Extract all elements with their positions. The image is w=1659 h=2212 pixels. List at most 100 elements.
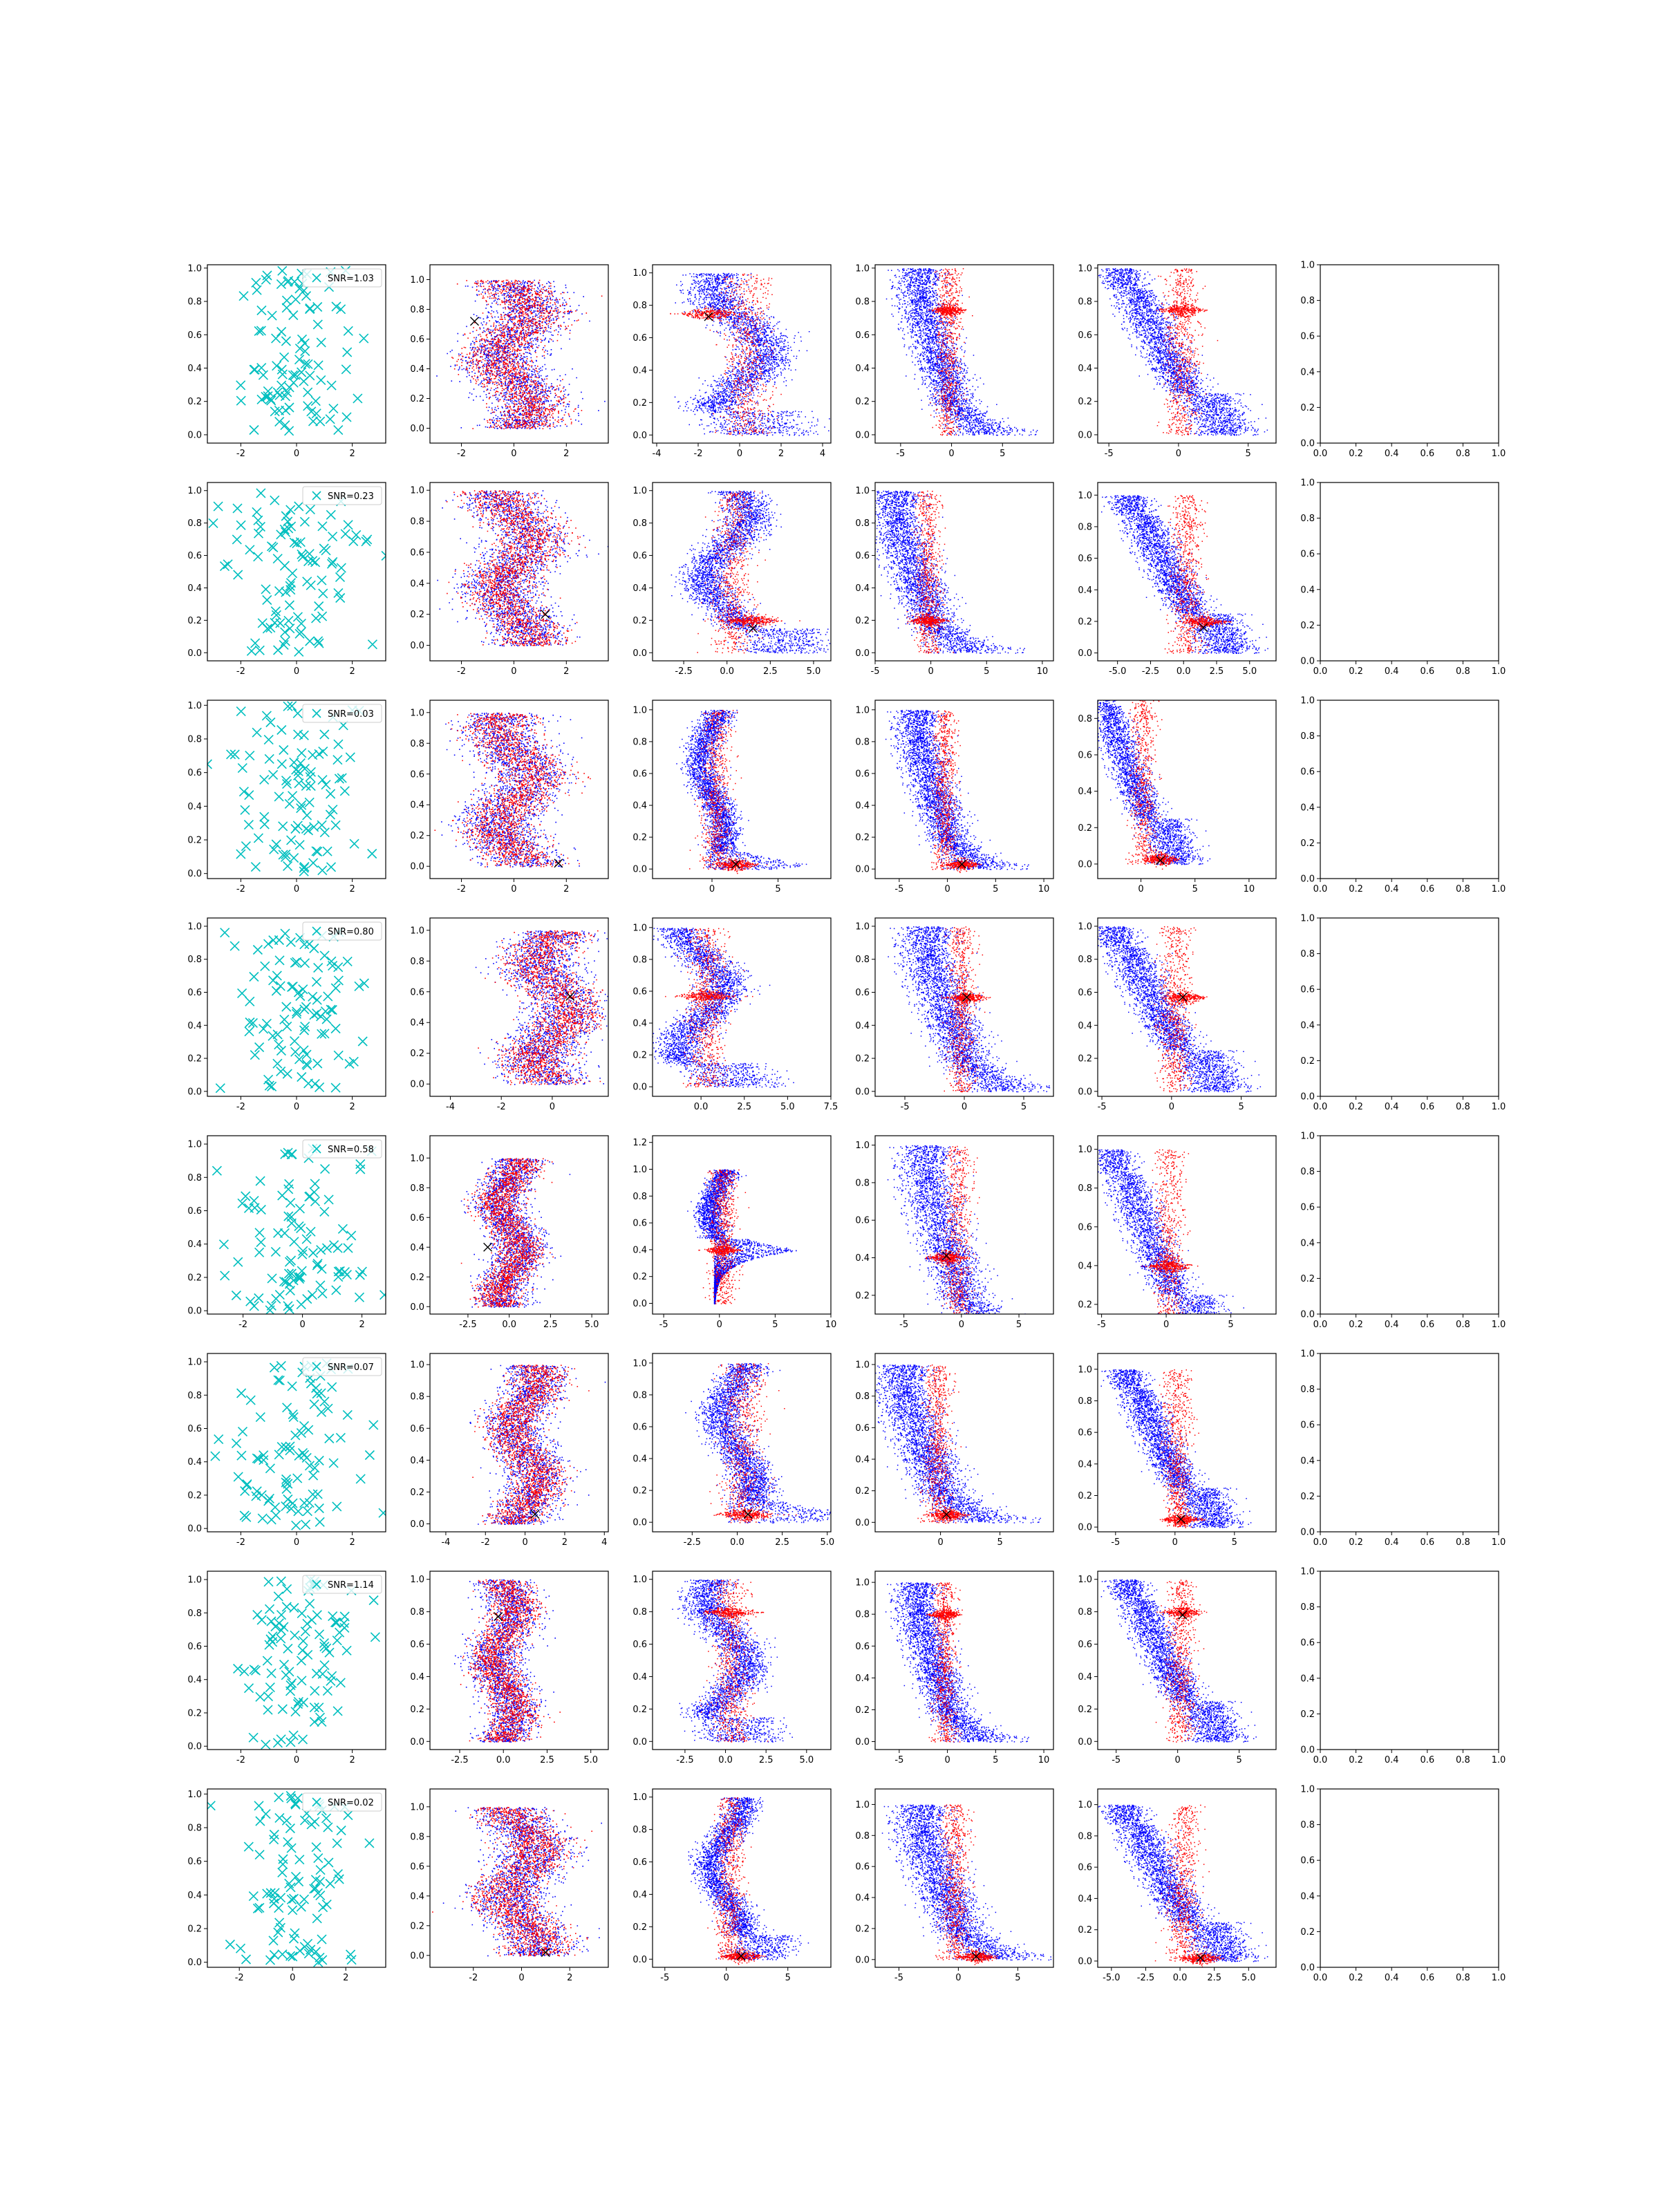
y-tick-label: 0.6	[632, 1640, 647, 1650]
y-tick-label: 0.2	[1300, 1927, 1315, 1938]
y-tick-label: 0.0	[1078, 430, 1092, 440]
x-tick-label: 5.0	[799, 1755, 814, 1765]
blue-series-points	[644, 928, 794, 1088]
x-tick-label: -4	[441, 1537, 450, 1548]
y-tick-label: 1.0	[1078, 1800, 1092, 1810]
y-tick-label: 0.6	[1300, 332, 1315, 342]
y-tick-label: 0.6	[1300, 1421, 1315, 1431]
y-tick-label: 0.2	[1300, 403, 1315, 413]
y-tick-label: 0.0	[187, 1742, 202, 1752]
y-tick-label: 0.6	[410, 1862, 424, 1872]
axes-frame	[207, 700, 386, 879]
panel-r6-c0: -2 0 20.00.20.40.60.81.0 SNR=1.14	[187, 1571, 386, 1765]
y-tick-label: 0.4	[1300, 1674, 1315, 1684]
y-tick-label: 0.2	[1078, 617, 1092, 627]
blue-series-points	[885, 710, 1029, 870]
y-tick-label: 1.0	[410, 1802, 424, 1812]
x-tick-label: 2	[562, 1537, 568, 1548]
x-tick-label: 7.5	[824, 1102, 838, 1112]
blue-series	[888, 926, 1065, 1092]
y-tick-label: 0.6	[1078, 988, 1092, 998]
y-tick-label: 0.6	[410, 335, 424, 345]
y-tick-label: 0.0	[1300, 1963, 1315, 1974]
x-tick-label: 0.4	[1385, 1973, 1399, 1983]
y-tick-label: 0.0	[855, 648, 870, 659]
blue-series	[859, 491, 1025, 654]
red-series	[1143, 1369, 1206, 1528]
blue-series	[864, 1365, 1041, 1524]
x-tick-label: -2	[236, 1537, 245, 1548]
x-tick-label: 0.8	[1456, 1755, 1470, 1765]
x-scatter-markers	[216, 928, 368, 1093]
y-tick-label: 1.0	[187, 921, 202, 932]
plot-area	[432, 1807, 602, 1957]
plot-area	[429, 280, 606, 429]
y-tick-label: 1.0	[410, 926, 424, 936]
x-tick-label: 1.0	[1492, 884, 1506, 894]
y-tick-label: 1.0	[855, 705, 870, 715]
axes-frame	[430, 482, 608, 661]
axes-frame	[875, 482, 1053, 661]
y-tick-label: 0.8	[1078, 955, 1092, 965]
x-tick-label: 0.6	[1420, 666, 1434, 677]
y-tick-label: 0.2	[410, 1273, 424, 1283]
y-tick-label: 0.8	[855, 955, 870, 965]
plot-area	[685, 1363, 865, 1524]
blue-series-points	[885, 1582, 1029, 1743]
panel-r3-c1: -4 -2 00.00.20.40.60.81.0	[410, 918, 633, 1112]
legend: SNR=0.80	[303, 922, 382, 940]
y-tick-label: 0.4	[855, 1253, 870, 1264]
y-tick-label: 0.8	[632, 737, 647, 747]
x-tick-label: 0	[294, 666, 299, 677]
x-tick-label: -2	[236, 666, 245, 677]
red-series	[460, 1580, 561, 1743]
y-tick-label: 0.8	[187, 1823, 202, 1833]
x-tick-label: 5	[1016, 1320, 1022, 1330]
plot-area	[676, 710, 807, 874]
y-tick-label: 0.8	[855, 1831, 870, 1841]
x-tick-label: 0.8	[1456, 449, 1470, 459]
x-tick-label: 1.0	[1492, 1973, 1506, 1983]
y-tick-label: 1.0	[855, 1578, 870, 1588]
y-tick-label: 1.0	[1300, 1132, 1315, 1142]
blue-series-points	[675, 273, 830, 436]
panel-r7-c4: -5.0 -2.5 0.0 2.5 5.00.00.20.40.60.81.0	[1078, 1789, 1276, 1983]
panel-r2-c2: 0 50.00.20.40.60.81.0	[632, 700, 831, 894]
legend: SNR=0.02	[303, 1793, 382, 1811]
y-tick-label: 0.6	[855, 551, 870, 561]
y-tick-label: 0.4	[855, 801, 870, 812]
blue-series	[685, 1363, 865, 1524]
x-tick-label: 0.6	[1420, 1102, 1434, 1112]
panel-r7-c1: -2 0 20.00.20.40.60.81.0	[410, 1789, 608, 1983]
x-tick-label: 0.8	[1456, 884, 1470, 894]
legend: SNR=0.58	[303, 1140, 382, 1158]
axes-frame	[875, 1353, 1053, 1532]
axes-frame	[1320, 1789, 1499, 1967]
x-scatter	[189, 1144, 388, 1315]
y-tick-label: 0.2	[1300, 1492, 1315, 1502]
x-tick-label: 4	[820, 449, 825, 459]
panel-r5-c4: -5 0 50.00.20.40.60.81.0	[1078, 1353, 1276, 1548]
y-tick-label: 0.0	[855, 1737, 870, 1747]
axes-frame	[653, 1136, 831, 1314]
x-tick-label: 10	[1244, 884, 1255, 894]
plot-area	[859, 491, 1025, 654]
x-tick-label: 2	[567, 1973, 572, 1983]
y-tick-label: 0.0	[632, 1299, 647, 1309]
x-tick-label: 1.0	[1492, 1537, 1506, 1548]
x-tick-label: -5	[659, 1320, 668, 1330]
y-tick-label: 0.8	[187, 1391, 202, 1401]
panel-r6-c3: -5 0 5 100.00.20.40.60.81.0	[855, 1571, 1053, 1765]
y-tick-label: 0.2	[632, 1922, 647, 1933]
y-tick-label: 0.0	[187, 1958, 202, 1968]
x-scatter-markers	[209, 489, 391, 657]
plot-area	[435, 713, 591, 868]
y-tick-label: 0.6	[855, 1423, 870, 1434]
y-tick-label: 0.0	[1078, 648, 1092, 659]
y-tick-label: 0.6	[1300, 1856, 1315, 1866]
panel-r0-c1: -2 0 20.00.20.40.60.81.0	[410, 265, 608, 459]
x-tick-label: 1.0	[1492, 666, 1506, 677]
x-tick-label: 0	[937, 1537, 943, 1548]
